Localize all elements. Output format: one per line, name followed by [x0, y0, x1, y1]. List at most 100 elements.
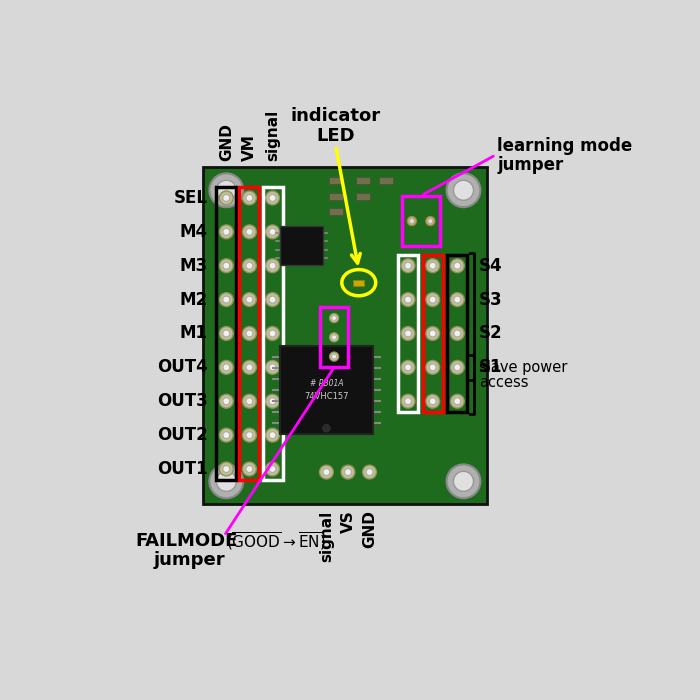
Circle shape: [447, 174, 480, 207]
Circle shape: [426, 394, 440, 408]
Circle shape: [405, 330, 412, 337]
Circle shape: [219, 259, 233, 273]
Circle shape: [269, 364, 276, 371]
Circle shape: [265, 293, 279, 307]
Circle shape: [223, 432, 230, 439]
Circle shape: [265, 462, 279, 476]
Text: 74VHC157: 74VHC157: [304, 392, 349, 400]
Bar: [379, 177, 393, 184]
Circle shape: [269, 330, 276, 337]
Text: signal: signal: [319, 510, 334, 562]
Bar: [329, 177, 342, 184]
Text: indicator: indicator: [290, 107, 381, 125]
Bar: [423, 255, 442, 412]
Circle shape: [426, 360, 440, 374]
Circle shape: [405, 364, 412, 371]
Circle shape: [219, 462, 233, 476]
Circle shape: [269, 195, 276, 202]
Circle shape: [223, 228, 230, 235]
Bar: [262, 187, 283, 480]
Circle shape: [242, 259, 256, 273]
Circle shape: [323, 468, 330, 475]
Text: OUT1: OUT1: [158, 460, 208, 478]
Circle shape: [216, 180, 237, 200]
Circle shape: [269, 296, 276, 303]
Text: $(\overline{\mathrm{GOOD}}{\rightarrow}\overline{\mathrm{EN}})$: $(\overline{\mathrm{GOOD}}{\rightarrow}\…: [226, 530, 326, 552]
Bar: [239, 187, 260, 480]
Circle shape: [246, 398, 253, 405]
Circle shape: [405, 296, 412, 303]
Circle shape: [265, 428, 279, 442]
Circle shape: [242, 191, 256, 205]
Circle shape: [405, 398, 412, 405]
Text: LED: LED: [316, 127, 355, 146]
Circle shape: [330, 314, 339, 323]
Bar: [329, 208, 342, 215]
Text: GND: GND: [362, 510, 377, 549]
Text: learning mode: learning mode: [497, 136, 633, 155]
Bar: [402, 195, 440, 246]
Circle shape: [209, 464, 244, 498]
Text: S3: S3: [479, 290, 503, 309]
Bar: [203, 167, 486, 505]
Bar: [447, 255, 468, 412]
Circle shape: [242, 293, 256, 307]
Bar: [216, 187, 237, 480]
Text: jumper: jumper: [497, 156, 564, 174]
Text: VS: VS: [340, 510, 356, 533]
Bar: [329, 193, 342, 200]
Circle shape: [219, 360, 233, 374]
Circle shape: [219, 394, 233, 408]
Text: FAILMODE: FAILMODE: [135, 531, 238, 550]
Circle shape: [454, 262, 461, 270]
Circle shape: [246, 364, 253, 371]
Circle shape: [401, 293, 415, 307]
Circle shape: [246, 432, 253, 439]
Circle shape: [246, 466, 253, 472]
Circle shape: [242, 394, 256, 408]
Circle shape: [330, 332, 339, 342]
Text: GND: GND: [219, 123, 234, 161]
Circle shape: [323, 424, 330, 432]
Text: M3: M3: [180, 257, 208, 274]
Text: S4: S4: [479, 257, 503, 274]
Circle shape: [405, 262, 412, 270]
Circle shape: [332, 316, 337, 321]
Circle shape: [429, 296, 436, 303]
Circle shape: [454, 180, 473, 200]
Circle shape: [223, 195, 230, 202]
Circle shape: [332, 354, 337, 359]
Circle shape: [265, 394, 279, 408]
Circle shape: [219, 225, 233, 239]
Circle shape: [269, 398, 276, 405]
Circle shape: [246, 330, 253, 337]
Circle shape: [454, 296, 461, 303]
Circle shape: [265, 360, 279, 374]
Circle shape: [242, 428, 256, 442]
Circle shape: [246, 195, 253, 202]
Circle shape: [216, 471, 237, 491]
Circle shape: [426, 326, 440, 340]
Text: SEL: SEL: [174, 189, 208, 207]
Circle shape: [265, 225, 279, 239]
Circle shape: [363, 465, 377, 479]
Circle shape: [410, 218, 414, 223]
Circle shape: [209, 174, 244, 207]
Text: OUT2: OUT2: [157, 426, 208, 444]
Circle shape: [450, 293, 464, 307]
Circle shape: [269, 432, 276, 439]
Bar: [398, 255, 418, 412]
Circle shape: [223, 262, 230, 270]
Text: M2: M2: [180, 290, 208, 309]
Text: S1: S1: [479, 358, 503, 377]
Bar: [321, 307, 348, 368]
Bar: [356, 177, 370, 184]
Circle shape: [219, 428, 233, 442]
Circle shape: [246, 262, 253, 270]
Bar: [356, 193, 370, 200]
Circle shape: [429, 364, 436, 371]
Text: OUT4: OUT4: [157, 358, 208, 377]
Circle shape: [242, 225, 256, 239]
Bar: [280, 346, 372, 434]
Circle shape: [426, 259, 440, 273]
